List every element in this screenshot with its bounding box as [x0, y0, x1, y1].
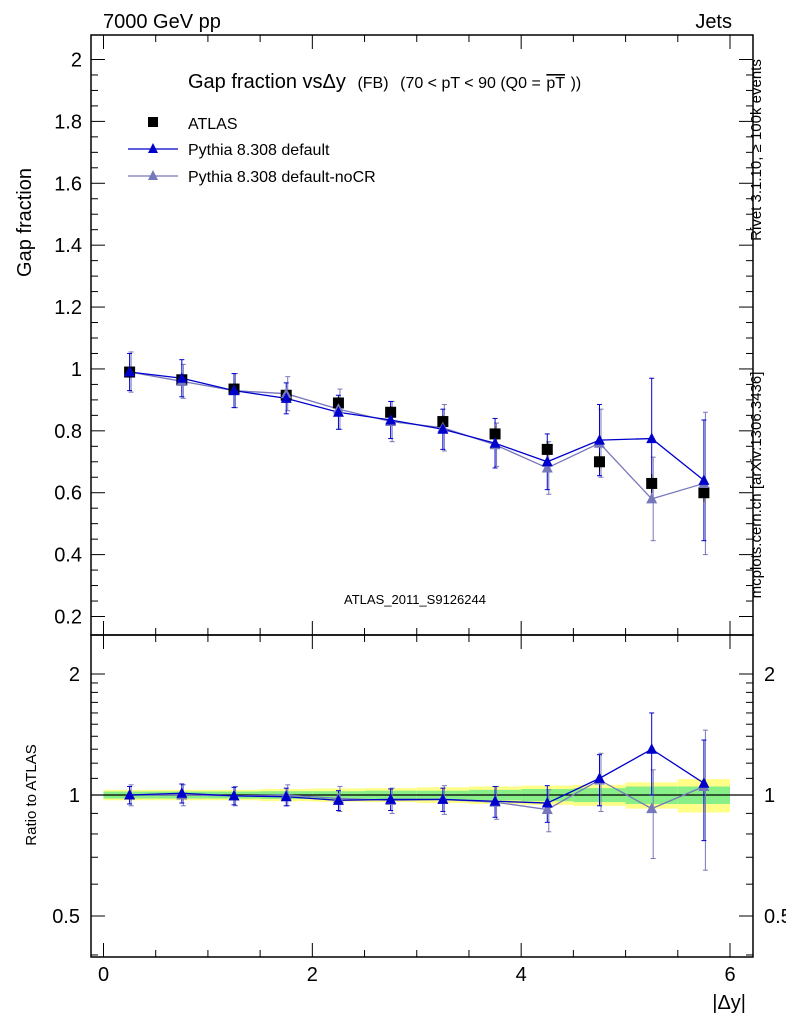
ratio-panel: Ratio to ATLAS 0.5 0.5 1 1 2 2 0 2 4 6 |Δy| — [23, 634, 786, 1014]
ratio-default-point — [176, 787, 188, 798]
ratio-default-point — [437, 793, 449, 804]
x-tick-labels: 0 2 4 6 — [98, 964, 736, 986]
ratio-y-tick-label-left: 2 — [69, 664, 80, 686]
main-y-tick-label: 1.2 — [54, 297, 82, 319]
main-y-tick-label: 0.8 — [54, 421, 82, 443]
mcplots-credit-label: mcplots.cern.ch [arXiv:1306.3436] — [748, 372, 765, 599]
main-y-tick-label: 1.4 — [54, 235, 82, 257]
title-tag: (FB) — [357, 75, 388, 92]
atlas-point — [437, 416, 449, 428]
ratio-y-tick-label-left: 1 — [69, 785, 80, 807]
legend-label-default: Pythia 8.308 default — [188, 142, 330, 159]
main-y-tick-label: 1 — [71, 359, 82, 381]
atlas-point — [698, 487, 710, 499]
main-y-tick-label: 1.6 — [54, 173, 82, 195]
title-main: Gap fraction vsΔy — [188, 71, 346, 93]
ratio-y-axis-label: Ratio to ATLAS — [23, 744, 40, 845]
atlas-point — [646, 477, 658, 489]
default-point — [332, 406, 344, 417]
ratio-default-point — [385, 793, 397, 804]
ratio-default-point — [541, 797, 553, 808]
analysis-watermark: ATLAS_2011_S9126244 — [344, 592, 486, 607]
ratio-panel-frame — [90, 634, 754, 958]
header-energy-label: 7000 GeV pp — [103, 11, 221, 33]
ratio-nocr-point — [541, 803, 553, 815]
title-close: )) — [571, 75, 582, 92]
default-point — [541, 455, 553, 467]
main-plot-title: Gap fraction vsΔy (FB) (70 < pT < 90 (Q0… — [188, 71, 581, 93]
ratio-y-tick-labels: 0.5 0.5 1 1 2 2 — [52, 664, 786, 928]
atlas-point — [489, 428, 501, 440]
main-panel: Gap fraction 0.20.40.60.811.21.41.61.82 … — [14, 34, 754, 636]
main-panel-ticks — [91, 35, 753, 635]
series-line-nocr — [129, 371, 705, 500]
ratio-y-tick-label-right: 2 — [764, 664, 775, 686]
title-cond: (70 < pT < 90 (Q0 = — [400, 75, 541, 92]
atlas-point — [385, 406, 397, 418]
ratio-line-default — [129, 748, 705, 804]
title-bar-symbol: pT — [546, 75, 565, 92]
default-point — [489, 437, 501, 448]
main-y-axis-label: Gap fraction — [14, 168, 36, 277]
nocr-point — [646, 492, 658, 504]
atlas-point — [541, 443, 553, 455]
main-y-tick-label: 1.8 — [54, 111, 82, 133]
legend-label-atlas: ATLAS — [188, 116, 238, 133]
legend-marker-atlas — [148, 117, 158, 127]
x-tick-label: 2 — [307, 964, 318, 986]
ratio-default-point — [593, 772, 605, 783]
default-point — [176, 372, 188, 383]
legend-marker-default — [148, 143, 158, 153]
ratio-default-point — [228, 789, 240, 801]
default-point — [124, 366, 136, 377]
main-data-marks — [124, 351, 710, 556]
default-point — [385, 414, 397, 425]
ratio-default-point — [124, 789, 136, 800]
main-y-tick-labels: 0.2 0.4 0.6 0.8 1 1.2 1.4 1.6 1.8 2 — [54, 50, 82, 629]
default-point — [593, 434, 605, 445]
ratio-nocr-point — [646, 802, 658, 814]
default-point — [698, 474, 710, 485]
atlas-point — [332, 397, 344, 409]
ratio-y-tick-label-right: 0.5 — [764, 906, 786, 928]
nocr-point — [541, 461, 553, 473]
default-point — [437, 423, 449, 434]
atlas-point — [593, 456, 605, 468]
ratio-default-point — [489, 795, 501, 806]
default-point — [280, 392, 292, 403]
x-tick-label: 4 — [516, 964, 527, 986]
ratio-panel-ticks — [91, 635, 753, 957]
main-y-tick-label: 0.4 — [54, 545, 82, 567]
series-line-default — [129, 371, 705, 481]
default-point — [228, 384, 240, 396]
ratio-default-point — [646, 743, 658, 754]
legend: ATLAS Pythia 8.308 default Pythia 8.308 … — [128, 116, 376, 186]
main-y-tick-label: 0.6 — [54, 483, 82, 505]
ratio-y-tick-label-left: 0.5 — [52, 906, 80, 928]
rivet-version-label: Rivet 3.1.10, ≥ 100k events — [748, 59, 765, 241]
default-point — [646, 432, 658, 444]
ratio-default-point — [698, 777, 710, 788]
main-y-tick-label: 2 — [71, 50, 82, 72]
ratio-y-tick-label-right: 1 — [764, 785, 775, 807]
main-y-tick-label: 0.2 — [54, 607, 82, 629]
ratio-default-point — [332, 794, 344, 805]
header-process-label: Jets — [695, 11, 732, 33]
x-tick-label: 6 — [724, 964, 735, 986]
ratio-data-marks — [124, 712, 710, 871]
legend-marker-nocr — [148, 170, 158, 180]
x-axis-label: |Δy| — [712, 992, 746, 1014]
x-tick-label: 0 — [98, 964, 109, 986]
ratio-default-point — [280, 790, 292, 802]
legend-label-nocr: Pythia 8.308 default-noCR — [188, 169, 376, 186]
